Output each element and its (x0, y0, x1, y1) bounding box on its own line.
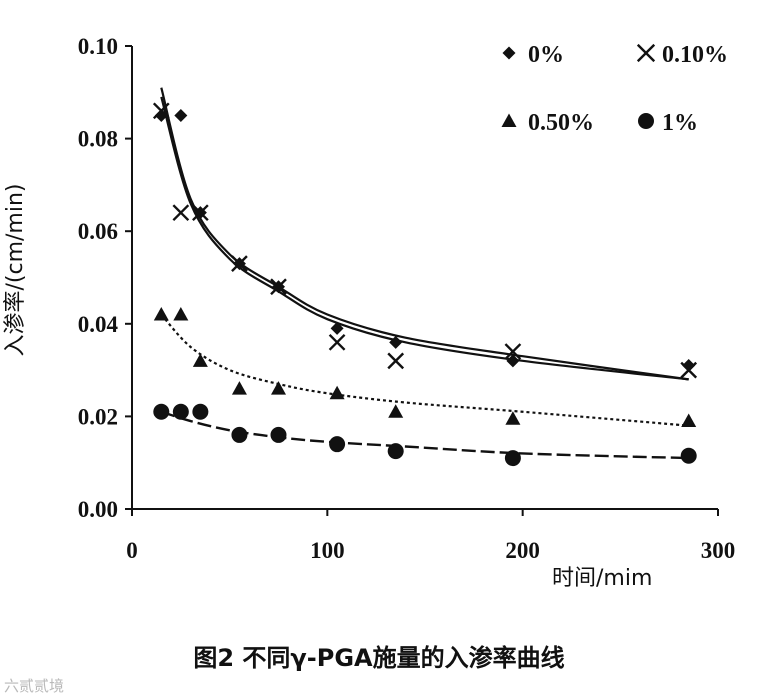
fit-curves (160, 87, 689, 460)
legend-marker-triangle (501, 113, 517, 127)
point-diamond (154, 108, 168, 122)
point-circle (153, 403, 170, 420)
point-circle (680, 447, 697, 464)
point-triangle (505, 411, 521, 425)
y-tick-label: 0.02 (78, 404, 118, 429)
axes (125, 45, 719, 516)
point-x (270, 278, 287, 296)
x-stroke (680, 361, 698, 379)
legend-label: 0.50% (528, 110, 594, 136)
watermark: 六贰贰境 (4, 677, 65, 695)
legend: 0% 0.10% 0.50% 1% (501, 42, 728, 136)
legend-marker-diamond (502, 46, 516, 60)
point-x (192, 204, 209, 222)
y-tick-label: 0.08 (78, 127, 118, 152)
point-circle (387, 443, 404, 460)
point-circle (329, 436, 346, 453)
point-triangle (231, 381, 247, 395)
y-tick-label: 0.10 (78, 34, 118, 59)
point-circle (270, 426, 287, 443)
x-stroke (387, 352, 405, 370)
point-circle (231, 426, 248, 443)
fit-curve-3 (160, 410, 689, 460)
x-tick-label: 0 (126, 538, 138, 563)
point-triangle (329, 385, 345, 400)
data-points (152, 102, 698, 467)
y-axis-label: 入渗率/(cm/min) (3, 183, 28, 356)
y-tick-label: 0.04 (78, 312, 119, 337)
point-x (328, 333, 346, 351)
x-stroke (152, 102, 170, 120)
fit-curve-0 (160, 87, 689, 381)
x-stroke (172, 204, 190, 222)
point-x (504, 343, 522, 360)
point-circle (172, 403, 189, 420)
legend-marker-x (636, 43, 656, 63)
point-x (680, 361, 698, 379)
x-axis-label: 时间/mim (552, 566, 652, 591)
point-diamond (682, 358, 696, 372)
point-triangle (173, 307, 189, 321)
point-diamond (330, 321, 344, 335)
x-stroke (504, 343, 522, 360)
x-stroke (270, 278, 287, 296)
x-tick-label: 300 (701, 538, 736, 563)
point-triangle (271, 381, 286, 395)
point-x (172, 204, 190, 222)
fit-curve-1 (160, 96, 689, 381)
x-stroke (231, 255, 248, 272)
infiltration-chart: 0 100 200 300 0.00 0.02 0.04 0.06 0.08 0.10 0% 0.1… (3, 34, 736, 591)
point-circle (504, 450, 521, 467)
point-diamond (506, 354, 520, 368)
legend-marker-circle (638, 113, 654, 129)
x-stroke (328, 333, 346, 351)
point-triangle (681, 413, 697, 428)
legend-label: 0.10% (662, 42, 728, 68)
y-tick-label: 0.06 (78, 219, 118, 244)
point-triangle (192, 353, 208, 367)
x-stroke (192, 204, 209, 222)
legend-label: 1% (662, 110, 698, 136)
legend-label: 0% (528, 42, 564, 68)
figure-caption: 图2 不同γ-PGA施量的入渗率曲线 (193, 644, 565, 672)
x-stroke (636, 43, 656, 63)
tick-labels: 0 100 200 300 0.00 0.02 0.04 0.06 0.08 0.10 (78, 34, 736, 563)
point-diamond (389, 335, 403, 349)
point-triangle (153, 307, 169, 321)
point-circle (192, 403, 209, 420)
x-tick-label: 200 (505, 538, 540, 563)
point-x (152, 102, 170, 120)
point-x (231, 255, 248, 272)
point-x (387, 352, 405, 370)
point-diamond (174, 108, 188, 122)
y-tick-label: 0.00 (78, 497, 118, 522)
x-tick-label: 100 (310, 538, 345, 563)
point-triangle (388, 404, 404, 418)
